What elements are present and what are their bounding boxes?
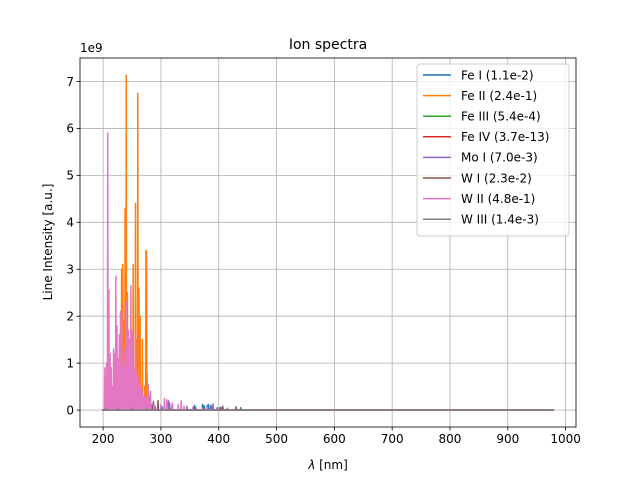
- x-tick-label: 400: [207, 432, 230, 446]
- plot-series: [101, 74, 555, 411]
- x-tick-label: 600: [323, 432, 346, 446]
- y-tick-label: 1: [66, 356, 74, 370]
- y-tick-label: 0: [66, 403, 74, 417]
- legend-items: Fe I (1.1e-2) Fe II (2.4e-1) Fe III (5.4e-…: [423, 68, 549, 227]
- legend-label-1: Fe II (2.4e-1): [461, 89, 537, 103]
- legend-label-0: Fe I (1.1e-2): [461, 68, 534, 82]
- axes-frame: [79, 57, 577, 428]
- x-axis-label: λ [nm]: [307, 458, 348, 472]
- legend-label-6: W II (4.8e-1): [461, 192, 535, 206]
- series-line-4: [101, 399, 555, 411]
- y-axis-offset-label: 1e9: [80, 41, 103, 55]
- legend-label-7: W III (1.4e-3): [461, 213, 539, 227]
- x-tick-label: 700: [381, 432, 404, 446]
- legend-label-5: W I (2.3e-2): [461, 171, 532, 185]
- y-tick-label: 5: [66, 169, 74, 183]
- x-tick-label: 800: [439, 432, 462, 446]
- y-axis-label: Line Intensity [a.u.]: [41, 184, 55, 301]
- x-tick-label: 500: [265, 432, 288, 446]
- y-axis-ticks: 0 1 2 3 4 5 6 7: [66, 75, 80, 417]
- y-tick-label: 2: [66, 310, 74, 324]
- x-tick-label: 1000: [550, 432, 581, 446]
- x-axis-ticks: 200 300 400 500 600 700 800 900 1000: [92, 427, 581, 446]
- legend: Fe I (1.1e-2) Fe II (2.4e-1) Fe III (5.4e-…: [416, 63, 570, 237]
- x-axis-label-unit: [nm]: [315, 458, 347, 472]
- chart-title: Ion spectra: [289, 37, 367, 53]
- legend-frame: [416, 63, 570, 237]
- y-tick-label: 7: [66, 75, 74, 89]
- x-tick-label: 200: [92, 432, 115, 446]
- x-axis-label-symbol: λ: [307, 458, 315, 472]
- legend-label-4: Mo I (7.0e-3): [461, 151, 538, 165]
- x-tick-label: 900: [496, 432, 519, 446]
- legend-label-3: Fe IV (3.7e-13): [461, 130, 549, 144]
- y-tick-label: 4: [66, 216, 74, 230]
- y-tick-label: 6: [66, 122, 74, 136]
- legend-label-2: Fe III (5.4e-4): [461, 110, 541, 124]
- series-line-7: [101, 407, 555, 411]
- y-tick-label: 3: [66, 263, 74, 277]
- x-tick-label: 300: [149, 432, 172, 446]
